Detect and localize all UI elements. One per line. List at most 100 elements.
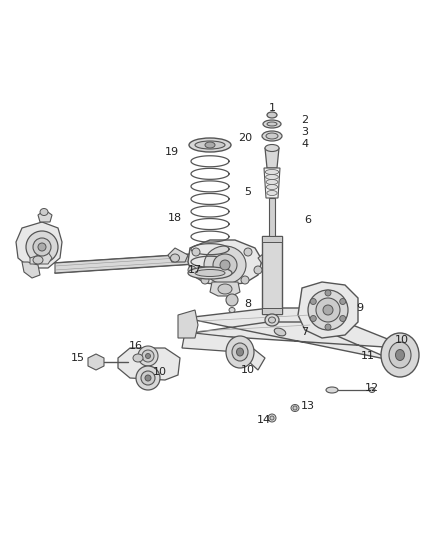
- Ellipse shape: [237, 348, 244, 356]
- Ellipse shape: [38, 243, 46, 251]
- Ellipse shape: [293, 406, 297, 410]
- Text: 4: 4: [301, 139, 308, 149]
- Circle shape: [226, 294, 238, 306]
- Text: 19: 19: [165, 147, 179, 157]
- Text: 6: 6: [304, 215, 311, 225]
- Circle shape: [340, 316, 346, 321]
- Circle shape: [241, 276, 249, 284]
- Ellipse shape: [40, 208, 48, 215]
- Ellipse shape: [270, 416, 274, 420]
- Circle shape: [201, 276, 209, 284]
- Ellipse shape: [170, 254, 180, 262]
- Ellipse shape: [389, 342, 411, 368]
- Ellipse shape: [188, 267, 232, 279]
- Polygon shape: [188, 240, 262, 285]
- Ellipse shape: [33, 256, 43, 264]
- Ellipse shape: [204, 246, 246, 284]
- Text: 5: 5: [244, 187, 251, 197]
- Text: 10: 10: [153, 367, 167, 377]
- Ellipse shape: [138, 346, 158, 366]
- Ellipse shape: [266, 180, 278, 184]
- Ellipse shape: [266, 174, 278, 180]
- Text: 12: 12: [365, 383, 379, 393]
- Text: 10: 10: [395, 335, 409, 345]
- Ellipse shape: [265, 169, 279, 174]
- Circle shape: [340, 298, 346, 304]
- Text: 11: 11: [361, 351, 375, 361]
- Text: 20: 20: [238, 133, 252, 143]
- Ellipse shape: [268, 414, 276, 422]
- Ellipse shape: [226, 336, 254, 368]
- Ellipse shape: [133, 354, 143, 362]
- Circle shape: [188, 266, 196, 274]
- Ellipse shape: [266, 184, 278, 190]
- Ellipse shape: [142, 350, 154, 362]
- Ellipse shape: [229, 308, 235, 312]
- Text: 3: 3: [301, 127, 308, 137]
- Ellipse shape: [369, 387, 375, 392]
- Text: 17: 17: [188, 265, 202, 275]
- Ellipse shape: [145, 375, 151, 381]
- Ellipse shape: [213, 254, 237, 276]
- Polygon shape: [258, 250, 278, 268]
- Ellipse shape: [262, 131, 282, 141]
- Ellipse shape: [189, 138, 231, 152]
- Ellipse shape: [33, 238, 51, 256]
- Ellipse shape: [232, 343, 248, 361]
- Bar: [262, 308, 282, 314]
- Circle shape: [254, 266, 262, 274]
- Text: 10: 10: [241, 365, 255, 375]
- Ellipse shape: [381, 333, 419, 377]
- Ellipse shape: [267, 112, 277, 118]
- Polygon shape: [264, 168, 280, 198]
- Polygon shape: [16, 222, 62, 268]
- Circle shape: [325, 290, 331, 296]
- Text: 16: 16: [129, 341, 143, 351]
- Ellipse shape: [26, 231, 58, 263]
- Ellipse shape: [316, 298, 340, 322]
- Ellipse shape: [268, 317, 276, 323]
- Text: 18: 18: [168, 213, 182, 223]
- Bar: [262, 236, 282, 314]
- Ellipse shape: [265, 314, 279, 326]
- Ellipse shape: [291, 405, 299, 411]
- Polygon shape: [298, 282, 358, 338]
- Text: 1: 1: [268, 103, 276, 113]
- Polygon shape: [55, 250, 255, 273]
- Ellipse shape: [195, 270, 225, 277]
- Ellipse shape: [205, 142, 215, 148]
- Circle shape: [325, 324, 331, 330]
- Bar: [262, 236, 282, 242]
- Text: 14: 14: [257, 415, 271, 425]
- Ellipse shape: [308, 290, 348, 330]
- Ellipse shape: [323, 305, 333, 315]
- Ellipse shape: [274, 328, 286, 336]
- Text: 8: 8: [244, 299, 251, 309]
- Ellipse shape: [145, 353, 151, 359]
- Polygon shape: [38, 210, 52, 222]
- Text: 13: 13: [301, 401, 315, 411]
- Polygon shape: [168, 248, 188, 262]
- Ellipse shape: [326, 387, 338, 393]
- Polygon shape: [30, 252, 52, 264]
- Polygon shape: [185, 308, 400, 362]
- Text: 2: 2: [301, 115, 308, 125]
- Ellipse shape: [396, 350, 405, 360]
- Circle shape: [310, 298, 316, 304]
- Polygon shape: [265, 148, 279, 168]
- Ellipse shape: [265, 144, 279, 151]
- Ellipse shape: [266, 133, 278, 139]
- Polygon shape: [22, 262, 40, 278]
- Ellipse shape: [267, 122, 277, 126]
- Text: 9: 9: [357, 303, 364, 313]
- Ellipse shape: [141, 371, 155, 385]
- Text: 7: 7: [301, 327, 308, 337]
- Polygon shape: [178, 310, 198, 338]
- Polygon shape: [210, 282, 240, 296]
- Ellipse shape: [136, 366, 160, 390]
- Ellipse shape: [195, 141, 225, 149]
- Ellipse shape: [218, 284, 232, 294]
- Ellipse shape: [263, 120, 281, 128]
- Circle shape: [192, 248, 200, 256]
- Polygon shape: [182, 332, 265, 370]
